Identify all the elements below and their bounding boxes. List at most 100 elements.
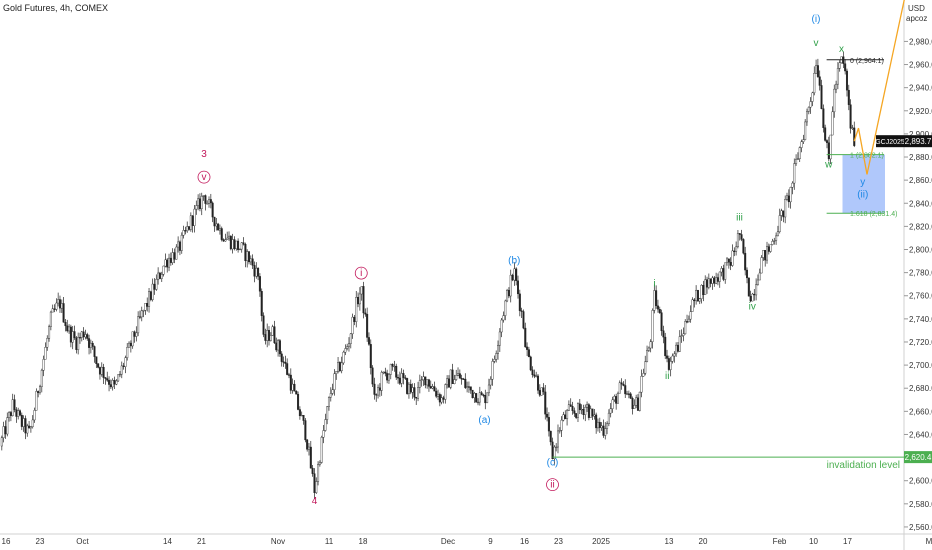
candle-body <box>224 239 227 242</box>
candle-body <box>242 242 245 245</box>
candle-body <box>244 243 247 262</box>
candle-body <box>157 272 160 280</box>
candle-body <box>335 371 338 374</box>
plot-background <box>0 0 904 534</box>
candle-body <box>793 163 796 184</box>
candle-body <box>815 65 818 74</box>
candle-body <box>695 290 698 302</box>
candle-body <box>266 330 269 341</box>
candle-body <box>709 278 712 284</box>
candle-body <box>526 346 529 350</box>
candle-body <box>547 417 550 432</box>
candle-body <box>464 378 467 388</box>
date-tick-label: 21 <box>197 537 206 546</box>
candle-body <box>60 303 63 309</box>
candle-body <box>656 305 659 310</box>
candle-body <box>522 311 525 329</box>
chart-title: Gold Futures, 4h, COMEX <box>3 3 109 13</box>
candle-body <box>64 322 67 327</box>
price-tick-label: 2,860.0 <box>909 176 932 185</box>
candle-body <box>727 258 730 263</box>
candle-body <box>304 420 307 441</box>
candle-body <box>337 362 340 372</box>
candle-body <box>124 357 127 367</box>
candle-body <box>307 446 310 450</box>
candle-body <box>162 265 165 275</box>
candle-body <box>531 369 534 376</box>
candle-body <box>831 111 834 136</box>
candle-body <box>571 406 574 411</box>
candle-body <box>98 367 101 375</box>
wave-label: ii <box>665 371 669 382</box>
candle-body <box>467 386 470 388</box>
candle-body <box>195 205 198 210</box>
candle-body <box>42 359 45 371</box>
candle-body <box>798 147 801 160</box>
candle-body <box>780 210 783 216</box>
candle-body <box>640 376 643 393</box>
candle-body <box>17 410 20 417</box>
instrument-label: GCJ2025 <box>875 139 905 146</box>
candle-body <box>507 290 510 297</box>
candle-body <box>200 196 203 209</box>
price-tick-label: 2,820.0 <box>909 222 932 231</box>
candle-body <box>407 383 410 394</box>
candle-body <box>395 365 398 378</box>
candle-body <box>576 403 579 418</box>
candle-body <box>88 338 91 348</box>
candle-body <box>406 378 409 394</box>
candle-body <box>838 62 841 69</box>
candle-body <box>131 331 134 347</box>
candle-body <box>71 331 74 343</box>
candle-body <box>306 439 309 450</box>
candle-body <box>375 394 378 396</box>
candle-body <box>849 104 852 129</box>
candle-body <box>497 344 500 354</box>
candle-body <box>586 404 589 408</box>
candle-body <box>158 272 161 279</box>
candle-body <box>193 208 196 226</box>
candle-body <box>164 259 167 267</box>
candle-body <box>711 277 714 284</box>
candle-body <box>93 346 96 357</box>
candle-body <box>233 239 236 249</box>
candle-body <box>502 315 505 321</box>
date-tick-label: 13 <box>665 537 674 546</box>
candle-body <box>844 63 847 72</box>
candle-body <box>715 277 718 284</box>
candle-body <box>226 237 229 240</box>
candle-body <box>546 413 549 418</box>
candle-body <box>149 291 152 300</box>
candle-body <box>673 353 676 357</box>
candle-body <box>773 240 776 242</box>
candle-body <box>104 377 107 379</box>
date-tick-label: 17 <box>843 537 852 546</box>
candle-body <box>269 335 272 341</box>
candle-body <box>764 250 767 261</box>
candle-body <box>809 101 812 108</box>
price-tick-label: 2,720.0 <box>909 338 932 347</box>
date-tick-label: 10 <box>809 537 818 546</box>
wave-label: ii <box>550 480 554 491</box>
candle-body <box>360 286 363 295</box>
candle-body <box>6 417 9 435</box>
candle-body <box>111 380 114 388</box>
candle-body <box>437 394 440 397</box>
wave-label: x <box>839 44 844 55</box>
candle-body <box>18 410 21 416</box>
fib-zero-label: 0 (2,964.1) <box>850 58 884 65</box>
candle-body <box>13 399 16 410</box>
candle-body <box>302 415 305 421</box>
candle-body <box>489 378 492 386</box>
candle-body <box>333 373 336 390</box>
candle-body <box>655 290 658 307</box>
candle-body <box>602 425 605 436</box>
candle-body <box>313 473 316 493</box>
candle-body <box>351 316 354 335</box>
candle-body <box>133 331 136 337</box>
candle-body <box>362 286 365 314</box>
candle-body <box>26 425 29 434</box>
price-tick-label: 2,980.0 <box>909 37 932 46</box>
